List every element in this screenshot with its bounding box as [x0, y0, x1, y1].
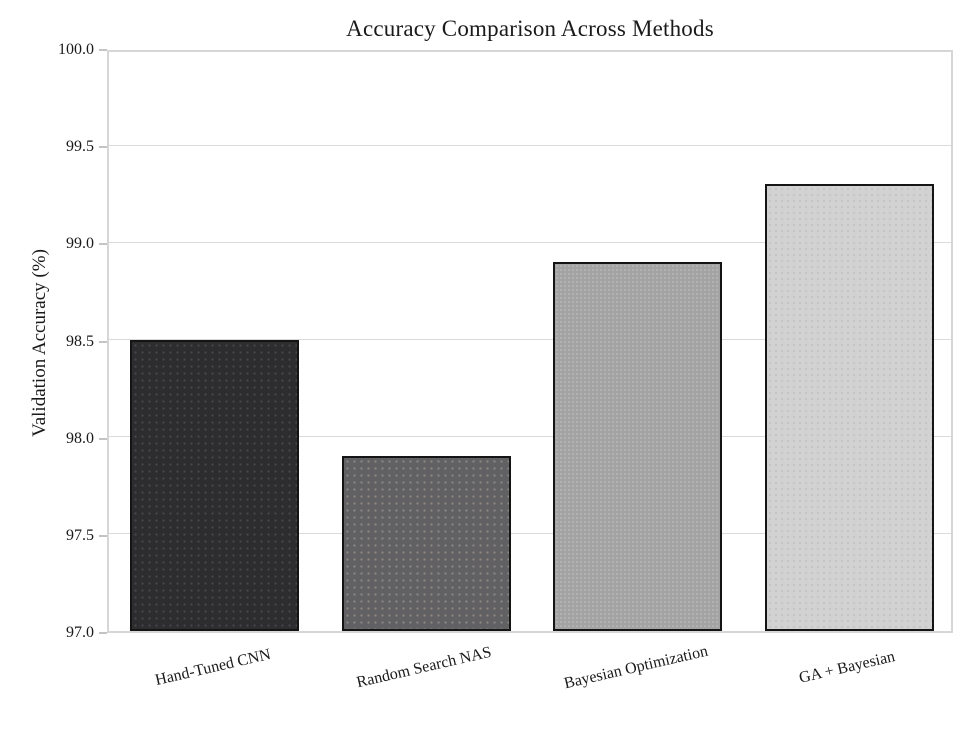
y-tick-label: 98.0 [66, 429, 94, 447]
y-tick-label: 99.5 [66, 138, 94, 156]
y-tick-label: 97.5 [66, 526, 94, 544]
bar-ga-bayesian [764, 184, 934, 631]
chart-title: Accuracy Comparison Across Methods [346, 16, 714, 41]
gridline-y-98.5 [109, 339, 951, 340]
y-tick-mark [99, 437, 107, 440]
y-tick-mark [99, 243, 107, 246]
bar-random-search-nas [341, 456, 511, 631]
gridline-y-99.5 [109, 144, 951, 146]
y-tick-mark [99, 49, 107, 51]
gridline-y-98.0 [109, 436, 951, 438]
bar-bayesian-optimization [553, 261, 723, 631]
y-tick-label: 97.0 [66, 624, 94, 641]
x-tick-label-ga-bayesian: GA + Bayesian [797, 648, 897, 687]
y-tick-mark [99, 340, 107, 343]
x-tick-label-hand-tuned-cnn: Hand-Tuned CNN [153, 645, 273, 690]
x-tick-label-bayesian-optimization: Bayesian Optimization [562, 642, 710, 693]
plot-area [107, 50, 953, 633]
bar-hand-tuned-cnn [130, 339, 300, 631]
gridline-y-99.0 [109, 241, 951, 243]
y-tick-label: 100.0 [58, 41, 94, 58]
y-tick-mark [99, 534, 107, 537]
gridline-y-97.5 [109, 533, 951, 535]
y-tick-label: 99.0 [66, 235, 94, 253]
y-tick-mark [99, 632, 107, 634]
y-tick-mark [99, 146, 107, 149]
x-tick-label-random-search-nas: Random Search NAS [355, 643, 494, 692]
y-tick-label: 98.5 [66, 332, 94, 350]
